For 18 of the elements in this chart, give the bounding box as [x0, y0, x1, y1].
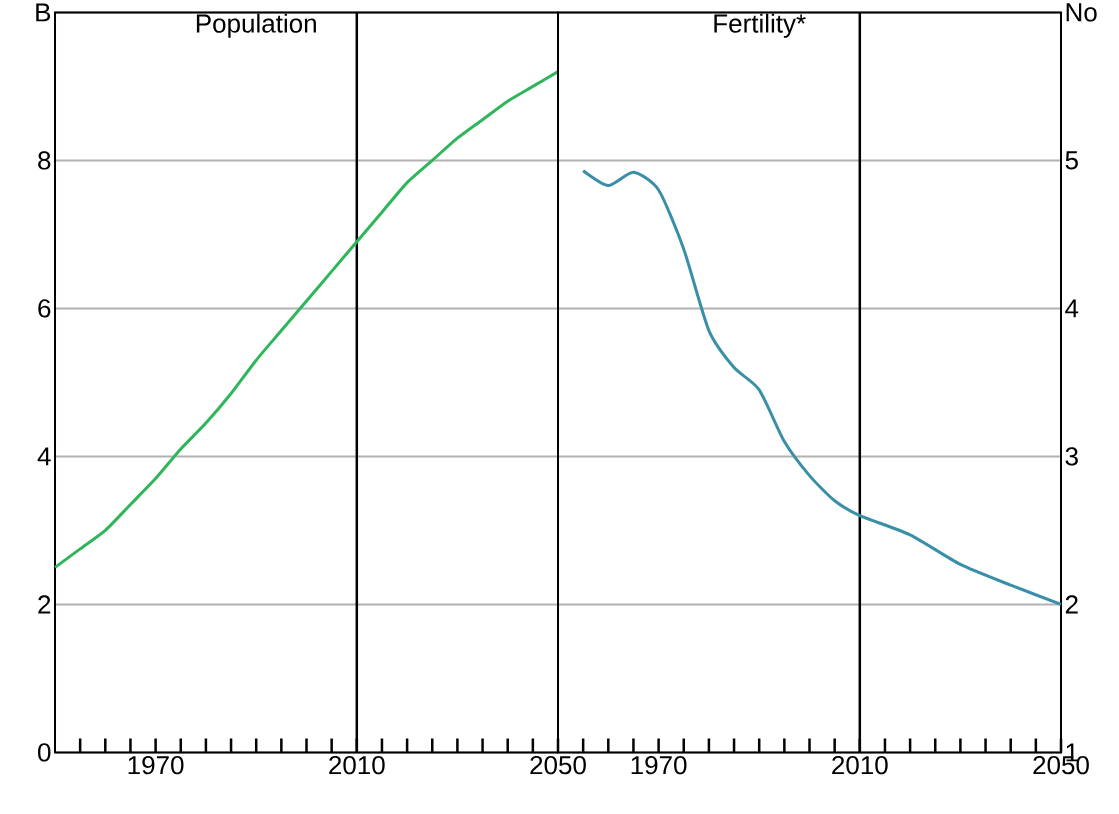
y-tick-label: 2 — [38, 595, 51, 614]
x-tick-label: 2050 — [530, 755, 586, 775]
y-tick-label: No — [1066, 3, 1097, 22]
x-tick-label: 1970 — [128, 755, 184, 775]
y-tick-label: 3 — [1065, 446, 1078, 466]
y-tick-label: 4 — [1065, 299, 1079, 318]
x-tick-label: 2010 — [832, 755, 888, 775]
y-tick-label: 4 — [37, 447, 51, 466]
y-tick-label: 2 — [1065, 595, 1078, 614]
y-tick-label: 0 — [38, 742, 51, 762]
y-tick-label: 6 — [38, 298, 51, 318]
chart-title: Population — [196, 13, 316, 38]
y-tick-label: 8 — [38, 150, 51, 170]
y-tick-label: B — [36, 3, 51, 22]
x-tick-label: 1970 — [631, 755, 687, 775]
y-tick-label: 5 — [1065, 151, 1078, 170]
x-tick-label: 2010 — [329, 755, 385, 775]
chart-title: Fertility* — [714, 13, 806, 38]
